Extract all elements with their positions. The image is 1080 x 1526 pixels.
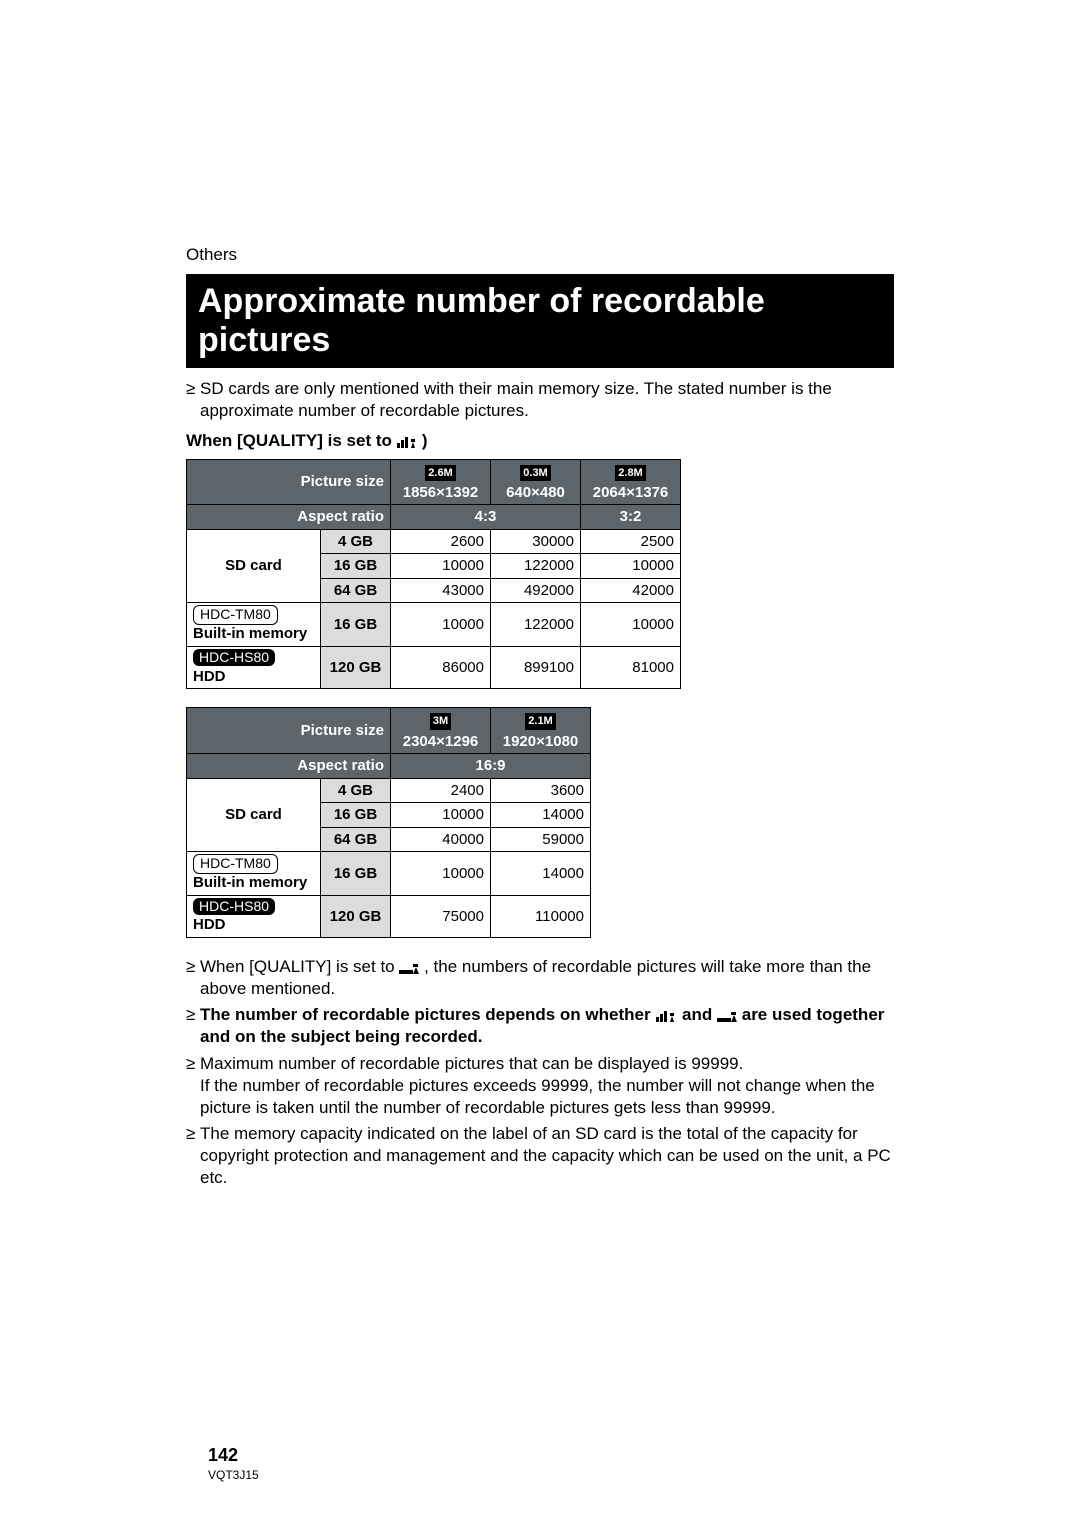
t1-col3-header: 2.8M2064×1376 (581, 459, 681, 505)
t1-hs80-label: HDC-HS80 HDD (187, 646, 321, 689)
t2-picsize-header: Picture size (187, 708, 391, 754)
quality-std-icon (717, 1011, 737, 1023)
doc-code: VQT3J15 (208, 1468, 259, 1482)
t1-aspect-32: 3:2 (581, 505, 681, 530)
t2-col2-header: 2.1M1920×1080 (491, 708, 591, 754)
t1-aspect-header: Aspect ratio (187, 505, 391, 530)
note-4: ≥ The memory capacity indicated on the l… (186, 1123, 894, 1189)
t1-col2-header: 0.3M640×480 (491, 459, 581, 505)
intro-bullet: ≥ SD cards are only mentioned with their… (186, 378, 894, 422)
note-2: ≥ The number of recordable pictures depe… (186, 1004, 894, 1048)
note-3: ≥ Maximum number of recordable pictures … (186, 1053, 894, 1119)
notes-list: ≥ When [QUALITY] is set to , the numbers… (186, 956, 894, 1189)
t2-hs80-label: HDC-HS80 HDD (187, 895, 321, 938)
quality-line: When [QUALITY] is set to ) (186, 430, 894, 452)
table-1: Picture size 2.6M1856×1392 0.3M640×480 2… (186, 459, 681, 690)
page-title: Approximate number of recordable picture… (186, 274, 894, 368)
t1-tm80-label: HDC-TM80 Built-in memory (187, 603, 321, 647)
quality-fine-icon (396, 435, 418, 449)
t2-aspect-header: Aspect ratio (187, 754, 391, 779)
t2-aspect-169: 16:9 (391, 754, 591, 779)
t2-sdcard-label: SD card (187, 778, 321, 852)
t1-picsize-header: Picture size (187, 459, 391, 505)
note-1: ≥ When [QUALITY] is set to , the numbers… (186, 956, 894, 1000)
section-label: Others (186, 244, 894, 266)
table-2: Picture size 3M2304×1296 2.1M1920×1080 A… (186, 707, 591, 938)
t1-sdcard-label: SD card (187, 529, 321, 603)
page-number: 142 (208, 1445, 238, 1466)
t2-tm80-label: HDC-TM80 Built-in memory (187, 852, 321, 896)
t1-col1-header: 2.6M1856×1392 (391, 459, 491, 505)
t2-col1-header: 3M2304×1296 (391, 708, 491, 754)
t1-aspect-43: 4:3 (391, 505, 581, 530)
quality-fine-icon (655, 1009, 677, 1023)
page-content: Others Approximate number of recordable … (0, 0, 1080, 1189)
quality-std-icon (399, 963, 419, 975)
